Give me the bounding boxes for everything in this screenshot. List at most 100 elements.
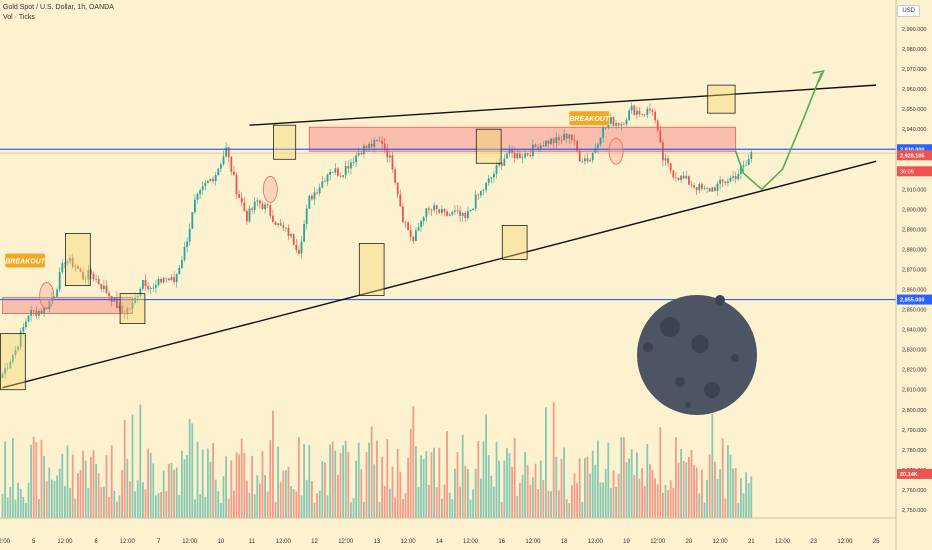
candle-body: [116, 297, 118, 309]
volume-bar: [108, 496, 110, 518]
volume-bar: [214, 479, 217, 518]
volume-bar: [51, 479, 53, 518]
candle-body: [181, 260, 183, 268]
volume-bar: [500, 502, 503, 518]
candle-body: [560, 140, 563, 141]
volume-bar: [519, 483, 521, 518]
candle-body: [493, 173, 495, 178]
candle-body: [295, 244, 298, 251]
volume-bar: [412, 406, 415, 518]
candle-body: [485, 182, 487, 190]
candle-body: [532, 144, 534, 157]
volume-bar: [524, 451, 526, 518]
volume-bar: [399, 472, 402, 518]
volume-bar: [714, 461, 716, 518]
volume-bar: [391, 466, 394, 518]
candle-body: [511, 148, 513, 153]
volume-bar: [472, 489, 474, 518]
candle-body: [22, 327, 25, 332]
candle-body: [191, 212, 194, 229]
candle-body: [474, 194, 477, 209]
volume-bar: [539, 460, 542, 518]
candle-body: [547, 140, 550, 144]
candle-body: [469, 209, 472, 212]
candle-body: [261, 203, 264, 210]
candle-body: [305, 208, 308, 225]
volume-bar: [14, 499, 17, 518]
candle-body: [84, 279, 87, 281]
candle-body: [256, 200, 259, 202]
volume-bar: [149, 453, 152, 518]
candle-body: [714, 187, 716, 192]
candle-body: [446, 211, 448, 216]
volume-bar: [82, 450, 84, 518]
time-tick-label: 18: [561, 539, 568, 545]
volume-bar: [727, 445, 729, 518]
volume-bar: [521, 474, 524, 518]
candle-body: [498, 163, 500, 166]
time-tick-label: 12: [311, 539, 318, 545]
candle-body: [519, 153, 521, 159]
candle-body: [688, 176, 690, 185]
volume-bar: [667, 490, 669, 518]
volume-bar: [373, 464, 376, 518]
candle-body: [667, 158, 669, 164]
candle-body: [516, 153, 519, 159]
candle-body: [581, 161, 584, 162]
candle-body: [636, 110, 638, 115]
candle-body: [459, 210, 461, 216]
candle-body: [542, 145, 545, 147]
candle-body: [513, 152, 516, 159]
price-tag: 2,855.000: [900, 298, 924, 304]
currency-button[interactable]: USD: [897, 5, 920, 17]
candle-body: [441, 209, 443, 213]
candle-body: [708, 188, 711, 192]
volume-bar: [235, 452, 238, 518]
candle-body: [625, 119, 628, 125]
volume-bar: [134, 491, 136, 518]
volume-bar: [740, 478, 742, 518]
volume-bar: [545, 407, 547, 518]
volume-bar: [578, 458, 581, 518]
volume-bar: [194, 499, 196, 518]
moon-image: [637, 295, 757, 415]
candle-body: [253, 201, 256, 210]
volume-bar: [266, 491, 269, 518]
time-tick-label: 19: [623, 539, 630, 545]
volume-bar: [659, 427, 662, 518]
candle-body: [599, 137, 602, 145]
volume-bar: [27, 482, 30, 518]
volume-bar: [173, 469, 175, 518]
time-tick-label: 12:00: [837, 539, 853, 545]
candle-body: [537, 147, 539, 150]
moon-crater: [675, 377, 685, 387]
volume-bar: [433, 447, 435, 518]
volume-bar: [737, 503, 740, 518]
candle-body: [555, 137, 558, 144]
candle-body: [633, 105, 636, 115]
volume-bar: [386, 439, 389, 518]
candle-body: [246, 210, 248, 222]
candle-body: [656, 120, 659, 131]
volume-bar: [238, 454, 240, 518]
volume-bar: [506, 448, 508, 518]
volume-bar: [586, 456, 589, 518]
volume-bar: [30, 444, 32, 518]
candle-body: [675, 177, 677, 179]
volume-bar: [441, 498, 443, 518]
candle-body: [378, 140, 381, 142]
candle-body: [178, 267, 181, 275]
volume-bar: [155, 495, 157, 518]
candle-body: [25, 321, 27, 328]
candle-body: [123, 313, 126, 315]
candle-body: [279, 223, 282, 226]
candle-body: [435, 205, 438, 210]
candle-body: [64, 263, 66, 264]
volume-bar: [282, 470, 285, 518]
price-tick-label: 2,960.000: [902, 87, 926, 93]
candle-body: [396, 182, 399, 195]
candle-body: [662, 142, 664, 161]
candle-body: [339, 175, 342, 177]
candle-body: [451, 211, 454, 215]
